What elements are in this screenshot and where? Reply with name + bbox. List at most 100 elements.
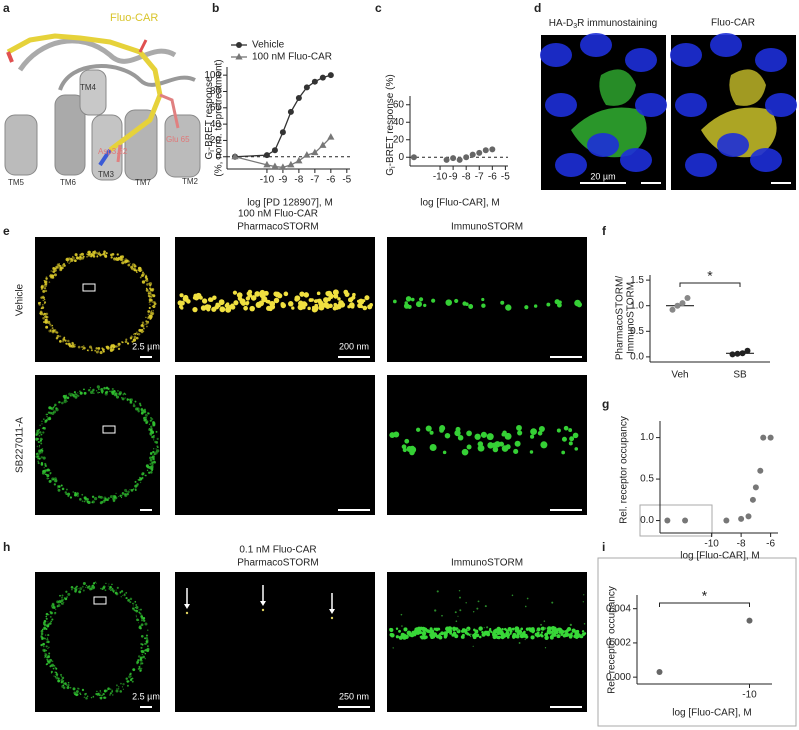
localization [63,601,65,603]
localization [143,619,146,622]
localization [68,262,70,265]
x-tick-label: Veh [671,370,688,381]
localization [325,291,331,296]
localization [155,430,158,433]
localization [79,253,82,256]
significance-bracket [659,602,750,607]
localization [55,667,58,670]
localization [421,631,427,636]
data-point [311,78,318,85]
localization [476,607,479,610]
localization [98,391,101,394]
localization [140,617,143,620]
localization [145,420,149,424]
localization [118,686,120,688]
data-point [664,517,671,524]
localization [55,676,59,680]
localization [458,590,461,592]
localization [52,667,55,670]
localization [529,450,534,454]
localization [418,297,424,302]
localization [141,407,143,410]
localization [445,299,452,306]
localization [49,411,52,415]
localization [200,305,207,311]
localization [469,633,472,636]
data-point [679,300,686,307]
localization [103,386,106,390]
localization [117,389,119,392]
micrograph [35,375,160,515]
localization [490,630,493,634]
localization [71,341,74,345]
localization [179,293,184,298]
data-point [469,151,476,158]
localization [410,297,415,302]
localization [198,295,203,300]
localization [139,627,142,630]
localization [560,630,564,635]
localization [55,408,59,412]
localization [42,622,46,626]
data-point [303,151,311,158]
localization [53,273,57,277]
localization [70,392,73,395]
x-tick-label: -6 [326,175,335,186]
localization [67,686,69,688]
localization [520,627,524,631]
localization [297,305,302,310]
localization [390,633,395,638]
localization [239,298,246,305]
localization [62,682,64,684]
localization [518,642,521,644]
localization [37,460,40,463]
localization [122,393,125,396]
localization [149,458,153,462]
localization [89,387,92,389]
localization [83,388,85,391]
localization [156,437,159,440]
localization [38,445,41,447]
localization [581,630,585,633]
localization [245,302,249,306]
localization [147,292,150,295]
localization [464,631,468,635]
localization [540,626,545,631]
localization [55,331,59,334]
localization [44,284,46,286]
localization [524,638,526,641]
localization [49,615,52,618]
localization [40,433,43,436]
localization [126,398,129,401]
localization [88,585,91,588]
data-point [287,108,294,115]
data-point [744,347,751,354]
localization [54,479,58,483]
localization [121,397,123,399]
localization [318,304,325,311]
localization [46,469,49,472]
localization [44,315,47,318]
localization [121,686,124,688]
data-point [674,302,681,309]
localization [483,627,485,629]
localization [269,304,276,310]
localization [502,634,506,638]
localization [39,424,41,427]
localization [150,467,154,471]
column-title: PharmacoSTORM [237,222,319,233]
x-axis-title: log [PD 128907], M [247,198,333,209]
localization [509,627,512,631]
inset-box [639,504,713,537]
localization [291,306,295,310]
localization [311,305,316,309]
localization [478,626,483,631]
image-title: HA-D3R immunostaining [549,18,657,30]
localization [142,473,145,475]
localization [148,423,151,425]
localization [75,254,78,256]
localization [146,283,149,286]
localization [149,284,152,287]
localization [142,655,145,659]
localization [149,452,153,456]
